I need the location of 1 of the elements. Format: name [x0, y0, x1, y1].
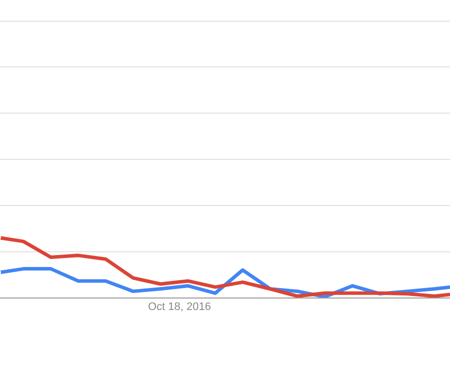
text: Oct 18, 2016: [148, 301, 211, 313]
